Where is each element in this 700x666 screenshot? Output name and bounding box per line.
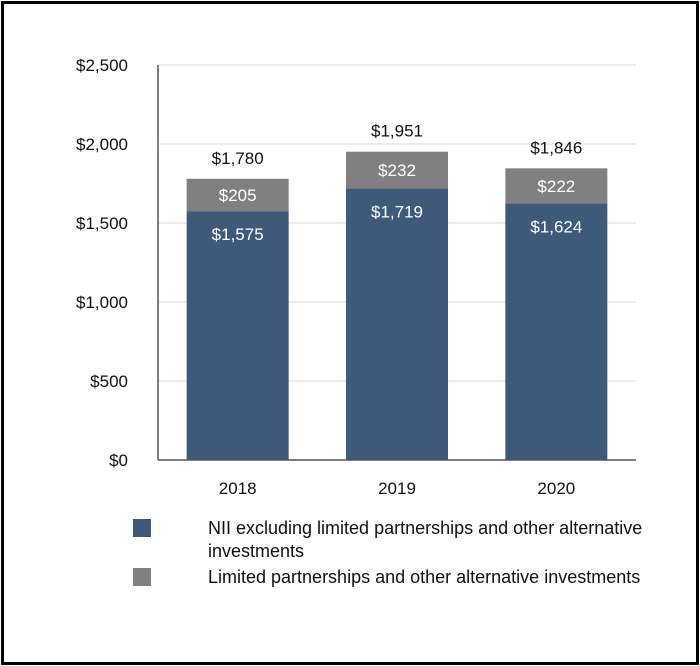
chart-legend: NII excluding limited partnerships and o… — [133, 517, 653, 589]
legend-item-limited-partnerships: Limited partnerships and other alternati… — [133, 566, 653, 589]
x-tick-label: 2019 — [378, 479, 416, 498]
y-tick-label: $2,000 — [76, 135, 128, 154]
bar-value-label: $1,575 — [212, 225, 264, 244]
bar-segment-nii — [505, 203, 608, 460]
y-tick-label: $1,000 — [76, 293, 128, 312]
bar-segment-limited-partnerships — [505, 168, 608, 204]
bar-total-label: $1,846 — [530, 138, 582, 157]
bar-segment-nii — [346, 188, 448, 460]
y-tick-label: $2,500 — [76, 56, 128, 75]
x-tick-label: 2018 — [219, 479, 257, 498]
bar-total-label: $1,951 — [371, 122, 423, 141]
bar-segment-limited-partnerships — [346, 151, 448, 189]
bar-segment-nii — [186, 211, 289, 460]
bar-total-label: $1,780 — [212, 149, 264, 168]
legend-swatch-nii — [133, 519, 151, 537]
bar-value-label: $232 — [378, 161, 416, 180]
x-tick-label: 2020 — [537, 479, 575, 498]
bar-value-label: $1,719 — [371, 202, 423, 221]
legend-item-nii: NII excluding limited partnerships and o… — [133, 517, 653, 563]
bar-value-label: $205 — [219, 186, 257, 205]
legend-label-limited-partnerships: Limited partnerships and other alternati… — [208, 567, 641, 587]
bar-value-label: $1,624 — [530, 217, 582, 236]
y-tick-label: $0 — [109, 451, 128, 470]
legend-swatch-limited-partnerships — [133, 568, 151, 586]
bar-segment-limited-partnerships — [186, 178, 289, 212]
y-tick-label: $1,500 — [76, 214, 128, 233]
y-tick-label: $500 — [90, 372, 128, 391]
legend-label-nii: NII excluding limited partnerships and o… — [208, 518, 643, 561]
bar-value-label: $222 — [537, 177, 575, 196]
